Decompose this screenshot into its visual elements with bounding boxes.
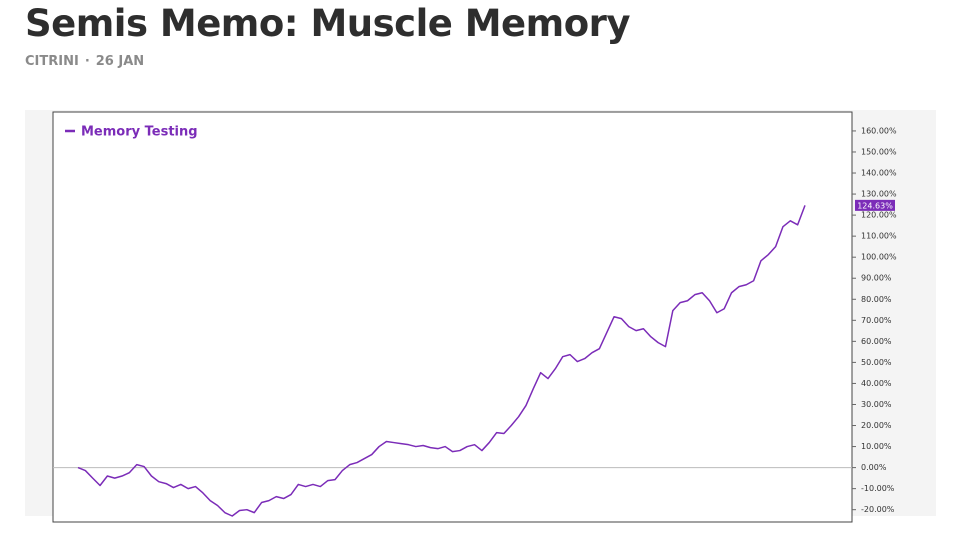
y-tick-label: 90.00% [861,274,892,283]
y-tick-label: 20.00% [861,421,892,430]
y-tick-label: 40.00% [861,379,892,388]
y-tick-label: 10.00% [861,442,892,451]
value-label: 124.63% [857,201,893,210]
author: CITRINI [25,54,79,69]
y-tick-label: 120.00% [861,211,897,220]
y-tick-label: 30.00% [861,400,892,409]
byline: CITRINI · 26 JAN [25,54,144,69]
plot-frame [52,111,853,523]
y-tick-label: 150.00% [861,147,897,156]
y-tick-label: 70.00% [861,316,892,325]
article-title: Semis Memo: Muscle Memory [25,2,630,45]
y-tick-label: -20.00% [861,505,895,514]
data-line [77,205,806,517]
y-tick-label: 50.00% [861,358,892,367]
date: 26 JAN [95,54,145,69]
y-tick-label: 140.00% [861,169,897,178]
y-tick-label: 0.00% [861,463,887,472]
y-tick-label: 80.00% [861,295,892,304]
y-tick-label: 130.00% [861,190,897,199]
y-tick-label: 110.00% [861,232,897,241]
y-tick-label: -10.00% [861,484,895,493]
y-tick-label: 160.00% [861,126,897,135]
value-tag [855,199,895,211]
legend-label: Memory Testing [81,125,198,140]
separator: · [84,54,90,69]
y-tick-label: 60.00% [861,337,892,346]
y-tick-label: 100.00% [861,253,897,262]
